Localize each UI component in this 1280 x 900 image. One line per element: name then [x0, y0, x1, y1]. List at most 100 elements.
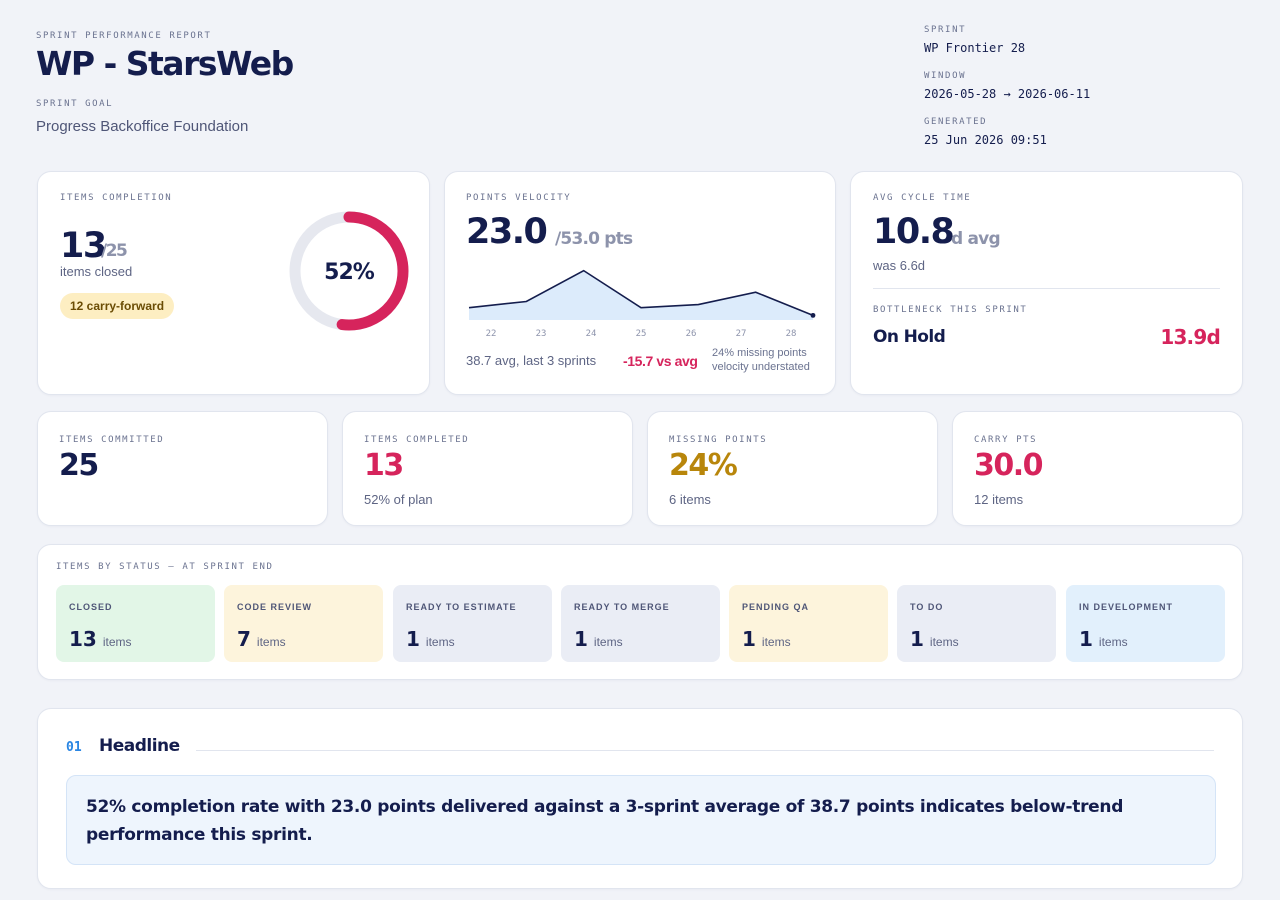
- points-velocity-card: POINTS VELOCITY 23.0 /53.0 pts 22 23 24 25 2…: [444, 171, 836, 395]
- status-count-wrap: 1 items: [742, 627, 791, 651]
- cycle-unit: d avg: [951, 229, 1001, 249]
- report-header: SPRINT PERFORMANCE REPORT WP - StarsWeb …: [36, 31, 294, 135]
- kpi-value: 30.0: [974, 448, 1044, 483]
- status-count: 1: [1079, 627, 1093, 651]
- meta-sprint: SPRINT WP Frontier 28: [924, 25, 1090, 55]
- closed-caption: items closed: [60, 264, 133, 279]
- kpi-sub: 6 items: [669, 492, 711, 507]
- velocity-total: /53.0 pts: [555, 229, 633, 249]
- velocity-tick-label: 27: [736, 329, 747, 339]
- status-unit: items: [761, 635, 791, 649]
- velocity-tick-label: 26: [686, 329, 697, 339]
- velocity-tick-label: 24: [586, 329, 597, 339]
- status-label: TO DO: [910, 602, 944, 612]
- status-count-wrap: 13 items: [69, 627, 132, 651]
- meta-value: 25 Jun 2026 09:51: [924, 133, 1047, 147]
- velocity-note-1: 24% missing points: [712, 347, 807, 359]
- status-unit: items: [102, 635, 132, 649]
- velocity-line: [468, 269, 814, 317]
- status-label: PENDING QA: [742, 602, 810, 612]
- closed-count: 13: [60, 226, 107, 266]
- meta-generated: GENERATED 25 Jun 2026 09:51: [924, 117, 1090, 147]
- meta-label: WINDOW: [924, 71, 967, 81]
- status-label: READY TO ESTIMATE: [406, 602, 517, 612]
- status-unit: items: [593, 635, 623, 649]
- divider: [873, 288, 1220, 289]
- section-rule: [196, 750, 1214, 751]
- headline-section: 01 Headline 52% completion rate with 23.…: [37, 708, 1243, 889]
- donut-percent: 52%: [324, 260, 375, 285]
- status-count: 1: [574, 627, 588, 651]
- kpi-value: 25: [59, 448, 99, 483]
- bottleneck-value: 13.9d: [1160, 325, 1220, 349]
- status-count-wrap: 1 items: [910, 627, 959, 651]
- status-count-wrap: 1 items: [1079, 627, 1128, 651]
- kpi-carry-pts: CARRY PTS 30.0 12 items: [952, 411, 1243, 526]
- section-number: 01: [66, 740, 82, 755]
- goal-label: SPRINT GOAL: [36, 99, 114, 109]
- kpi-items-completed: ITEMS COMPLETED 13 52% of plan: [342, 411, 633, 526]
- cycle-previous: was 6.6d: [873, 258, 926, 273]
- sprint-meta: SPRINT WP Frontier 28 WINDOW 2026-05-28 …: [924, 25, 1090, 163]
- status-count: 1: [910, 627, 924, 651]
- status-tile-pending-qa: PENDING QA 1 items: [729, 585, 888, 662]
- bottleneck-name: On Hold: [873, 327, 946, 347]
- sprint-goal: Progress Backoffice Foundation: [36, 118, 249, 135]
- status-count-wrap: 7 items: [237, 627, 286, 651]
- report-label: SPRINT PERFORMANCE REPORT: [36, 31, 212, 41]
- kpi-items-committed: ITEMS COMMITTED 25: [37, 411, 328, 526]
- card-label: AVG CYCLE TIME: [873, 193, 972, 203]
- meta-value: 2026-05-28 → 2026-06-11: [924, 87, 1091, 101]
- status-label: IN DEVELOPMENT: [1079, 602, 1174, 612]
- velocity-value: 23.0: [466, 212, 548, 252]
- meta-window: WINDOW 2026-05-28 → 2026-06-11: [924, 71, 1090, 101]
- status-tile-closed: CLOSED 13 items: [56, 585, 215, 662]
- status-tile-ready-to-merge: READY TO MERGE 1 items: [561, 585, 720, 662]
- status-count: 7: [237, 627, 251, 651]
- status-unit: items: [929, 635, 959, 649]
- card-label: ITEMS BY STATUS — AT SPRINT END: [56, 562, 274, 572]
- bottleneck-label: BOTTLENECK THIS SPRINT: [873, 305, 1028, 315]
- kpi-value: 24%: [669, 448, 738, 483]
- status-unit: items: [1098, 635, 1128, 649]
- status-tile-to-do: TO DO 1 items: [897, 585, 1056, 662]
- status-count: 1: [406, 627, 420, 651]
- cycle-value: 10.8: [873, 212, 955, 252]
- kpi-sub: 12 items: [974, 492, 1024, 507]
- kpi-label: MISSING POINTS: [669, 435, 768, 445]
- status-tile-ready-to-estimate: READY TO ESTIMATE 1 items: [393, 585, 552, 662]
- velocity-area: [469, 270, 813, 320]
- status-count-wrap: 1 items: [574, 627, 623, 651]
- kpi-label: CARRY PTS: [974, 435, 1038, 445]
- donut-progress: [289, 211, 409, 331]
- status-unit: items: [256, 635, 286, 649]
- kpi-value: 13: [364, 448, 404, 483]
- status-unit: items: [425, 635, 455, 649]
- avg-cycle-time-card: AVG CYCLE TIME 10.8 d avg was 6.6d BOTTL…: [850, 171, 1243, 395]
- status-count-wrap: 1 items: [406, 627, 455, 651]
- page-title: WP - StarsWeb: [36, 44, 294, 83]
- velocity-tick-label: 23: [536, 329, 547, 339]
- completion-donut: 52%: [289, 211, 409, 331]
- meta-label: GENERATED: [924, 117, 988, 127]
- status-label: READY TO MERGE: [574, 602, 670, 612]
- velocity-note-2: velocity understated: [712, 361, 810, 373]
- velocity-tick-label: 28: [786, 329, 797, 339]
- carry-forward-badge: 12 carry-forward: [60, 293, 175, 319]
- status-label: CODE REVIEW: [237, 602, 313, 612]
- status-count: 1: [742, 627, 756, 651]
- kpi-label: ITEMS COMMITTED: [59, 435, 165, 445]
- velocity-tick-label: 22: [486, 329, 497, 339]
- status-tile-code-review: CODE REVIEW 7 items: [224, 585, 383, 662]
- velocity-delta: -15.7 vs avg: [623, 353, 698, 369]
- status-label: CLOSED: [69, 602, 113, 612]
- status-count: 13: [69, 627, 97, 651]
- items-completion-card: ITEMS COMPLETION 13 /25 items closed 12 …: [37, 171, 430, 395]
- velocity-chart: 22 23 24 25 26 27 28: [468, 269, 816, 339]
- section-title: Headline: [99, 736, 180, 756]
- total-count: /25: [101, 241, 128, 261]
- headline-text: 52% completion rate with 23.0 points del…: [66, 775, 1216, 865]
- card-label: ITEMS COMPLETION: [60, 193, 173, 203]
- kpi-label: ITEMS COMPLETED: [364, 435, 470, 445]
- items-by-status-card: ITEMS BY STATUS — AT SPRINT END CLOSED 1…: [37, 544, 1243, 680]
